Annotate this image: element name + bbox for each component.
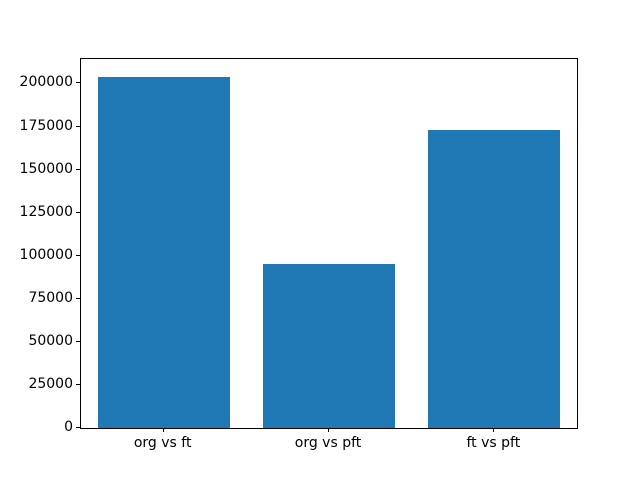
y-tick-label-5: 100000	[19, 246, 73, 263]
x-tick-label-1: org vs ft	[133, 435, 192, 451]
bar-1	[97, 77, 230, 428]
x-tick-mark-1	[162, 428, 164, 432]
y-tick-label-8: 175000	[19, 117, 73, 134]
y-tick-mark-4	[76, 297, 80, 299]
x-tick-label-3: ft vs pft	[466, 435, 521, 451]
bar-3	[428, 130, 561, 428]
x-tick-mark-3	[493, 428, 495, 432]
y-tick-mark-1	[76, 427, 80, 428]
y-tick-mark-3	[76, 340, 80, 342]
y-tick-label-4: 75000	[28, 289, 73, 306]
x-tick-mark-2	[328, 428, 329, 432]
y-tick-label-3: 50000	[28, 332, 73, 349]
y-tick-label-1: 0	[64, 419, 73, 435]
y-tick-mark-5	[76, 254, 80, 256]
y-tick-label-9: 200000	[19, 74, 73, 91]
y-tick-mark-7	[76, 168, 80, 170]
y-tick-mark-6	[76, 211, 80, 213]
plot-area	[80, 58, 578, 429]
y-tick-label-7: 150000	[19, 160, 73, 177]
y-tick-label-2: 25000	[28, 375, 73, 392]
y-tick-mark-2	[76, 383, 80, 385]
y-tick-mark-9	[76, 82, 80, 84]
y-tick-mark-8	[76, 125, 80, 127]
y-tick-label-6: 125000	[19, 203, 73, 220]
x-tick-label-2: org vs pft	[294, 435, 362, 451]
bar-2	[262, 264, 396, 428]
